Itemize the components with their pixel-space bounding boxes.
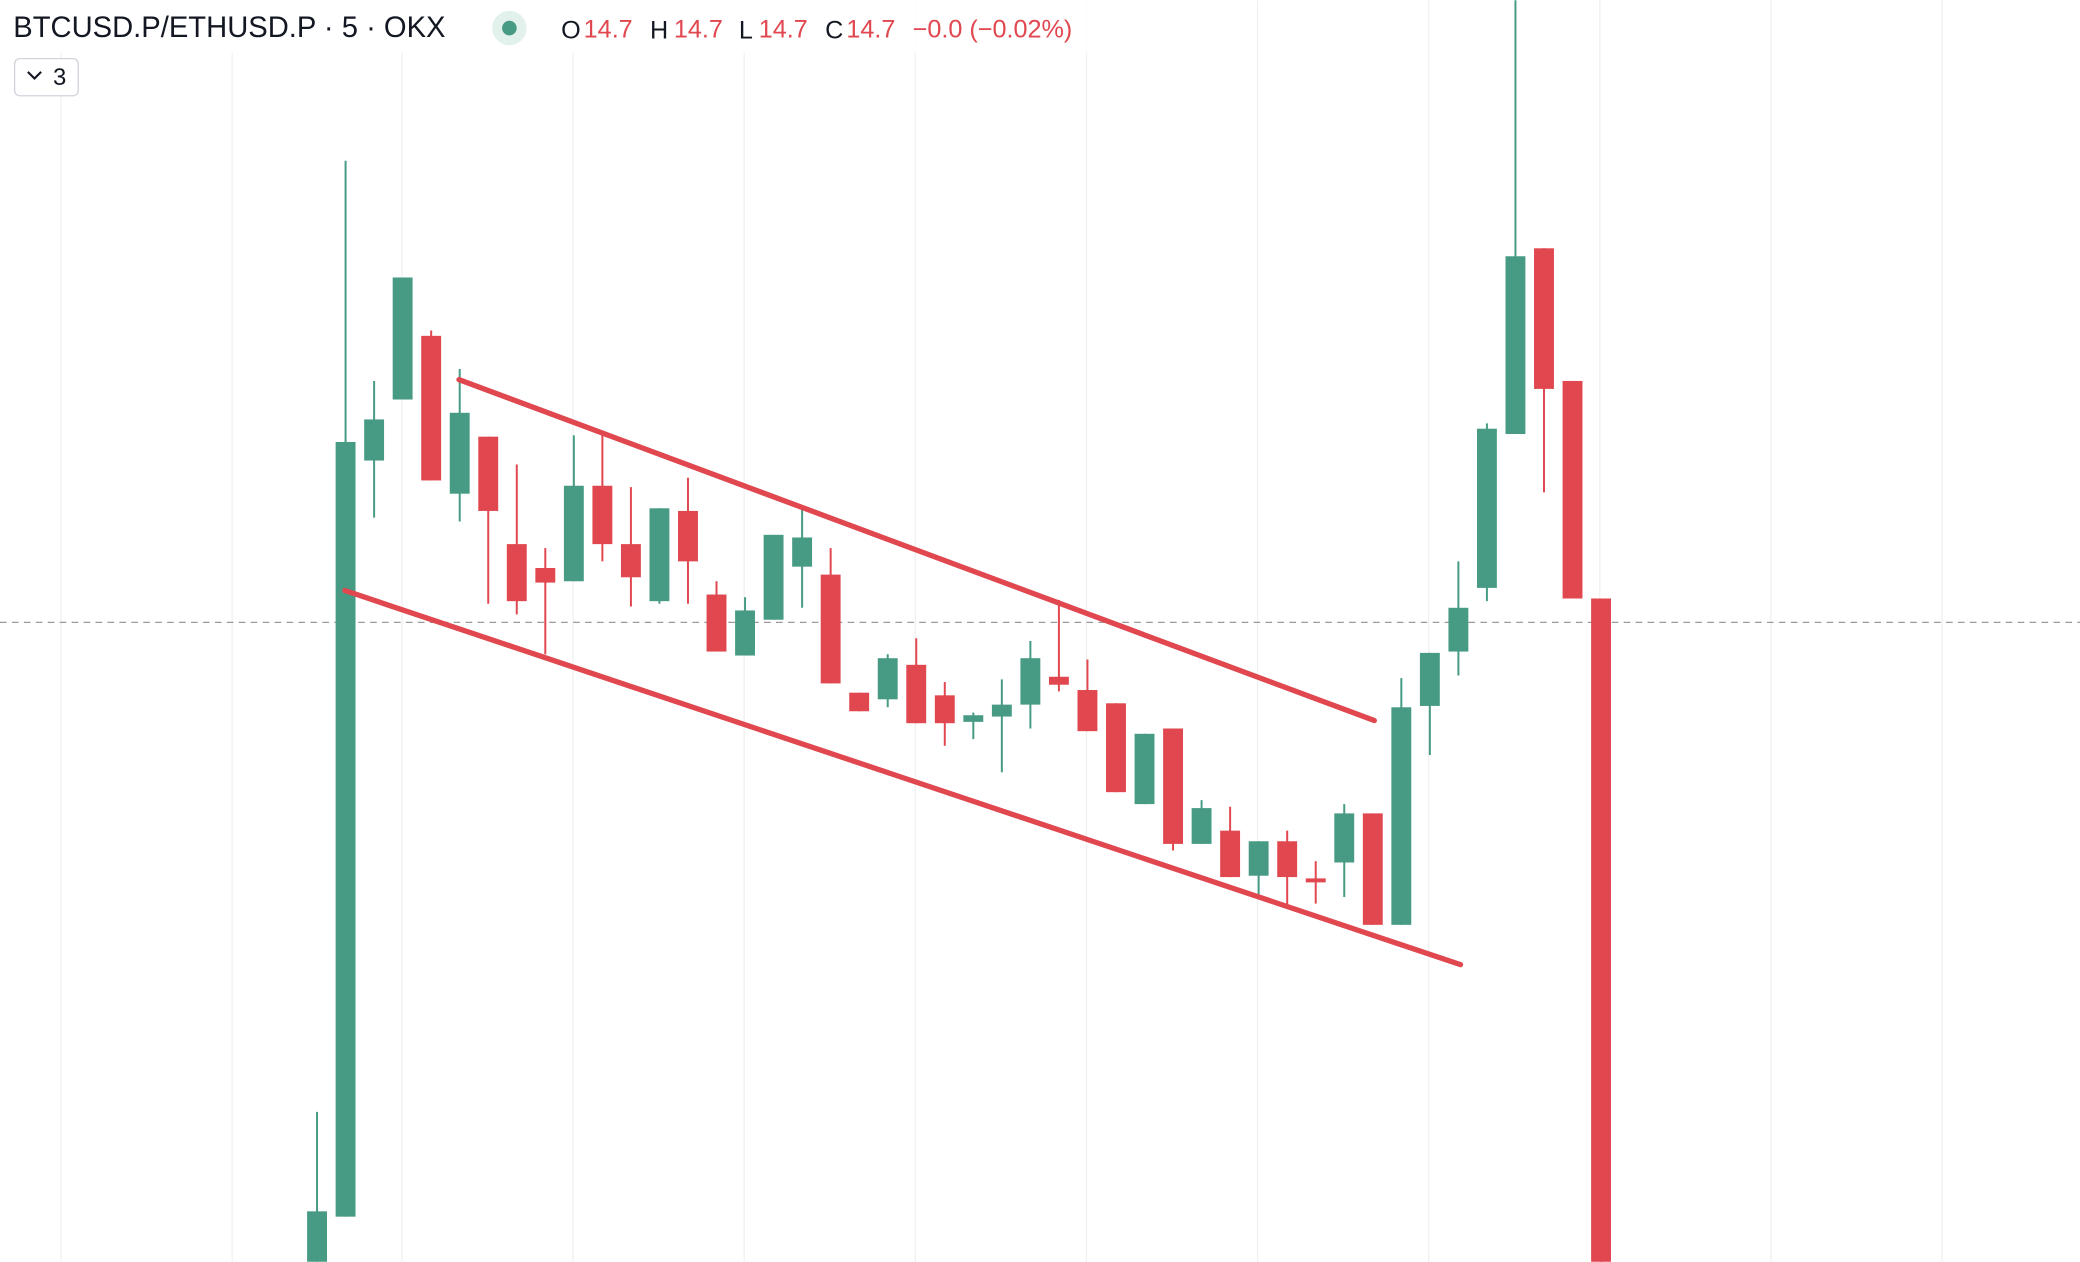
- candle-body: [1448, 607, 1469, 652]
- candle-body: [1362, 813, 1383, 925]
- legend-label: H: [650, 17, 668, 45]
- collapse-button[interactable]: 3: [13, 57, 79, 97]
- candle-body: [1020, 658, 1041, 705]
- collapse-box[interactable]: [13, 57, 79, 97]
- candle-body: [678, 510, 698, 562]
- candle-body: [1248, 841, 1269, 876]
- candle-body: [1077, 690, 1098, 732]
- candle-body: [1591, 598, 1612, 1262]
- candle-body: [478, 436, 499, 511]
- candle-body: [763, 534, 784, 620]
- candle-body: [820, 574, 841, 684]
- candle-body: [1191, 808, 1212, 844]
- candle-body: [849, 692, 870, 712]
- candle-body: [877, 658, 898, 700]
- collapse-count: 3: [53, 64, 66, 91]
- candle-body: [563, 485, 584, 582]
- legend-label: L: [739, 17, 753, 45]
- candle-body: [364, 419, 385, 461]
- candle-body: [392, 277, 413, 400]
- channel-lower: [342, 587, 1464, 968]
- candle-body: [1106, 703, 1126, 793]
- ohlc-legend: O 14.7 H 14.7 L 14.7 C 14.7: [561, 15, 895, 44]
- candle-body: [1391, 707, 1412, 925]
- candle-body: [1134, 733, 1155, 805]
- channel-upper: [456, 376, 1377, 724]
- candle-body: [1048, 676, 1069, 685]
- candle-body: [1505, 256, 1526, 435]
- candle-body: [1419, 652, 1440, 706]
- candle-body: [934, 695, 955, 724]
- candle-body: [991, 704, 1012, 717]
- legend-value: 14.7: [584, 15, 633, 43]
- candle-body: [735, 610, 755, 656]
- candle-body: [963, 715, 984, 722]
- symbol: BTCUSD.P/ETHUSD.P · 5 · OKX: [13, 12, 445, 44]
- candle-body: [1476, 428, 1497, 588]
- candle-body: [535, 567, 556, 583]
- candle-body: [1220, 830, 1241, 878]
- candle-body: [592, 485, 613, 545]
- candle-body: [792, 537, 813, 567]
- chevron: [27, 71, 42, 81]
- candle-body: [506, 544, 527, 602]
- candle-body: [1277, 841, 1298, 878]
- change: −0.0 (−0.02%): [913, 15, 1073, 43]
- candle-body: [706, 594, 727, 652]
- candle-body: [1163, 728, 1183, 844]
- candle-body: [335, 441, 356, 1217]
- candle-body: [1334, 813, 1355, 863]
- candle-body: [1562, 380, 1583, 599]
- header: BTCUSD.P/ETHUSD.P · 5 · OKX O 14.7 H 14.7 L 1…: [0, 0, 1115, 97]
- trend-lines: [342, 376, 1464, 968]
- header-bg: [0, 0, 1115, 54]
- candle-body: [649, 508, 670, 602]
- candle-body: [906, 664, 927, 724]
- legend-value: 14.7: [759, 15, 808, 43]
- legend-label: O: [561, 17, 581, 45]
- legend-value: 14.7: [674, 15, 723, 43]
- legend-value: 14.7: [846, 15, 895, 43]
- candle-body: [1305, 878, 1326, 883]
- status-dot: [502, 20, 517, 36]
- candle-body: [620, 544, 641, 578]
- candle-body: [307, 1211, 327, 1262]
- candle-body: [449, 412, 470, 494]
- candle-body: [1534, 248, 1554, 389]
- candle-body: [421, 335, 442, 481]
- legend-label: C: [825, 17, 843, 45]
- candles: [307, 0, 1612, 1262]
